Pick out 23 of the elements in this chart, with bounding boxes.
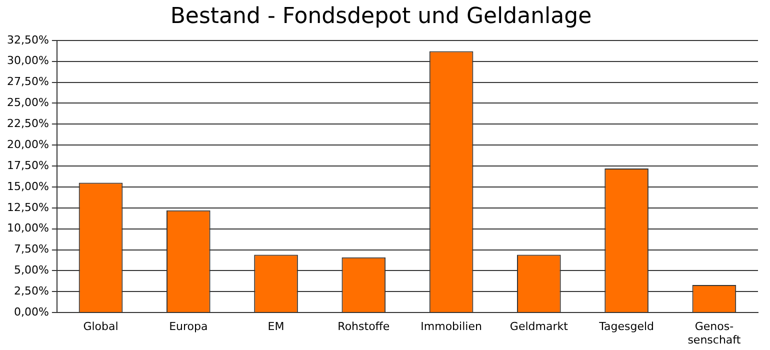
y-tick-label: 20,00% <box>6 138 49 151</box>
x-tick-label: EM <box>268 320 284 334</box>
x-tick-label: Global <box>83 320 118 334</box>
x-tick-label: Tagesgeld <box>598 320 654 334</box>
x-tick-label: Rohstoffe <box>338 320 390 334</box>
y-tick-label: 22,50% <box>6 117 49 130</box>
x-tick-label: Geldmarkt <box>510 320 569 334</box>
y-tick-label: 17,50% <box>6 158 49 172</box>
x-tick-label: Genos- senschaft <box>688 320 742 346</box>
y-tick-label: 25,00% <box>6 96 49 110</box>
y-tick-label: 2,50% <box>14 284 49 298</box>
y-tick-label: 32,50% <box>6 33 49 46</box>
y-tick-label: 5,00% <box>14 264 49 277</box>
x-tick-label: Europa <box>169 320 208 334</box>
y-tick-label: 0,00% <box>14 305 49 318</box>
y-tick-label: 30,00% <box>6 54 49 68</box>
y-tick-label: 12,50% <box>6 200 49 214</box>
y-tick-label: 15,00% <box>6 180 49 193</box>
chart-title: Bestand - Fondsdepot und Geldanlage <box>170 4 592 29</box>
y-tick-label: 27,50% <box>6 75 49 88</box>
x-tick-label: Immobilien <box>420 320 482 334</box>
y-tick-label: 7,50% <box>14 242 49 256</box>
y-tick-label: 10,00% <box>6 222 49 235</box>
